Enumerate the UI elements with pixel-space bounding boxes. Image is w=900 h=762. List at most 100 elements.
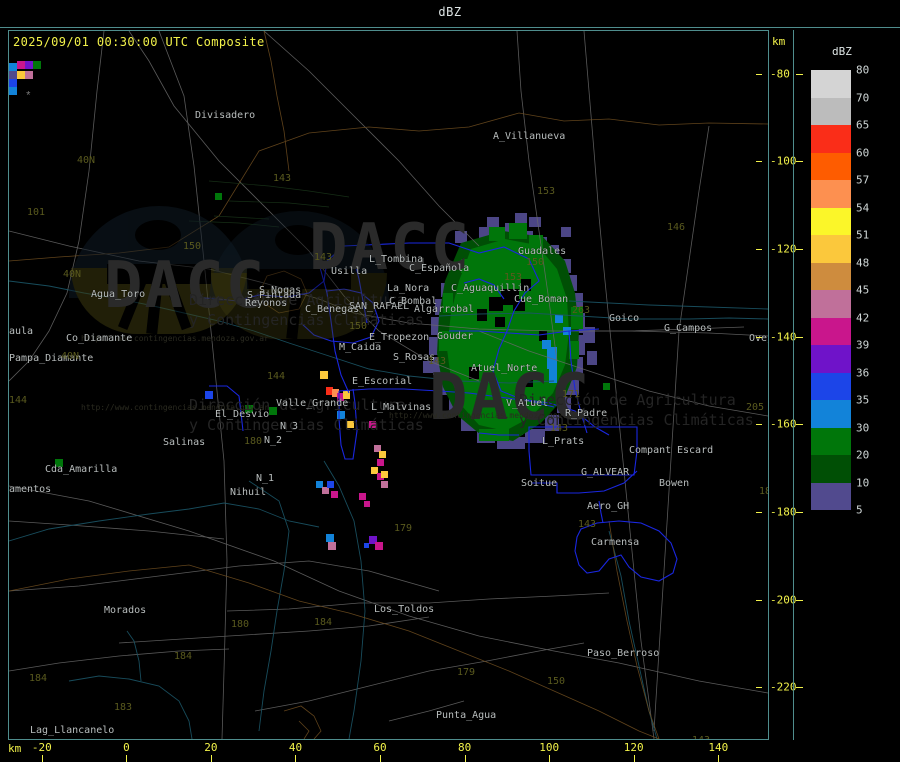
route-number: 143 (314, 252, 333, 263)
route-number: 143 (550, 423, 569, 434)
dacc-logo-watermark-2 (209, 211, 389, 341)
city-label: G_Campos (664, 323, 713, 334)
x-tick-mark (380, 755, 382, 762)
city-label: S_Rosas (393, 352, 436, 363)
x-tick-label: -20 (31, 741, 52, 754)
route-number: 40N (63, 269, 82, 280)
city-label: Aero_GH (587, 501, 630, 512)
dacc-logo-watermark (69, 206, 249, 336)
watermark-dacc-text-mid: DACC (309, 211, 472, 285)
y-tick-label: -220 (770, 680, 797, 694)
colorbar-level-label: 10 (856, 476, 870, 489)
city-label: Algarrobal (414, 304, 475, 315)
watermark-url-c: http://www.contingencias.mendoza.gov.ar (389, 411, 577, 420)
route-number: 18 (759, 486, 768, 497)
y-tick-label: -80 (770, 67, 790, 81)
colorbar-swatch[interactable] (811, 152, 851, 180)
city-label: Morados (104, 605, 147, 616)
city-label: N_2 (264, 435, 283, 446)
colorbar-swatch[interactable] (811, 372, 851, 400)
y-tick-mark-inner (756, 512, 762, 514)
radar-plot-frame[interactable]: * DACC DACC DACC (8, 30, 769, 740)
y-tick-mark-outer (796, 161, 803, 163)
city-label: Los_Toldos (374, 604, 435, 615)
y-tick-label: -160 (770, 417, 797, 431)
colorbar-swatch[interactable] (811, 262, 851, 290)
x-tick-mark (549, 755, 551, 762)
colorbar-swatch[interactable] (811, 70, 851, 98)
colorbar-swatch[interactable] (811, 290, 851, 318)
route-number: 153 (537, 186, 556, 197)
y-tick-label: -140 (770, 330, 797, 344)
city-label: S_Pintada (247, 290, 302, 301)
x-tick-label: 60 (373, 741, 387, 754)
city-label: Soitue (521, 478, 558, 489)
y-tick-mark-outer (796, 73, 803, 75)
city-label: C_Bombal (389, 296, 438, 307)
city-label: Pampa_Diamante (9, 353, 94, 364)
city-label: Gouder (437, 331, 474, 342)
city-label: Salinas (163, 437, 206, 448)
y-tick-label: -120 (770, 242, 797, 256)
watermark-url-b: http://www.contingencias.mendoza.gov.ar (81, 403, 269, 412)
map-canvas[interactable]: * DACC DACC DACC (9, 31, 768, 739)
x-tick-mark (633, 755, 635, 762)
colorbar-swatch[interactable] (811, 482, 851, 510)
route-number: 144 (267, 371, 286, 382)
y-tick-mark-outer (796, 512, 803, 514)
city-label: L_Prats (542, 436, 585, 447)
route-number: 153 (504, 272, 523, 283)
x-tick-label: 80 (457, 741, 472, 754)
colorbar-level-label: 54 (856, 201, 870, 214)
colorbar-swatch[interactable] (811, 345, 851, 373)
city-label: C_Española (409, 263, 470, 274)
city-label: Escard (677, 445, 714, 456)
city-label: Valle_Grande (276, 398, 349, 409)
route-number: 179 (457, 667, 476, 678)
city-label: Agua_Toro (91, 289, 146, 300)
city-label: Carmensa (591, 537, 640, 548)
route-number: 143 (578, 519, 597, 530)
colorbar-swatch[interactable] (811, 97, 851, 125)
x-tick-mark (41, 755, 43, 762)
route-number: 180 (244, 436, 263, 447)
city-label: La_Nora (387, 283, 430, 294)
city-label: G_ALVEAR (581, 467, 630, 478)
city-label: N_1 (256, 473, 275, 484)
x-tick-mark (464, 755, 466, 762)
svg-text:*: * (25, 91, 32, 103)
city-label: Cue_Boman (514, 294, 569, 305)
route-number: 144 (9, 395, 28, 406)
city-label: M_Caida (339, 342, 382, 353)
route-number: 40N (61, 351, 80, 362)
y-tick-mark-inner (756, 249, 762, 251)
colorbar-swatch[interactable] (811, 400, 851, 428)
x-tick-label: 100 (539, 741, 560, 754)
watermark-line2-b: y Contingencias Climáticas (189, 416, 424, 434)
colorbar-level-label: 30 (856, 421, 870, 434)
colorbar-swatch[interactable] (811, 427, 851, 455)
colorbar-level-label: 51 (856, 228, 870, 242)
colorbar-level-label: 65 (856, 118, 870, 132)
colorbar-swatch[interactable] (811, 455, 851, 483)
colorbar-swatch[interactable] (811, 125, 851, 153)
watermark-url-a: http://www.contingencias.mendoza.gov.ar (81, 334, 269, 343)
colorbar-swatch[interactable] (811, 180, 851, 208)
y-tick-label: -180 (770, 505, 797, 519)
route-number: 143 (428, 356, 447, 367)
y-tick-mark-outer (796, 249, 803, 251)
colorbar-scale[interactable] (811, 70, 851, 510)
x-tick-mark (126, 755, 128, 762)
colorbar-swatch[interactable] (811, 207, 851, 235)
city-label: Oveja (749, 333, 768, 344)
colorbar-panel: dBZ 80 70 65 60 57 54 51 48 45 42 39 36 35 30 20 10 5 (793, 30, 894, 740)
city-label: Divisadero (195, 110, 256, 121)
colorbar-swatch[interactable] (811, 235, 851, 263)
city-label: R_Padre (565, 408, 608, 419)
city-label: Compant (629, 445, 672, 456)
city-label: amentos (9, 484, 52, 495)
colorbar-swatch[interactable] (811, 317, 851, 345)
window-title: dBZ (438, 5, 462, 19)
y-tick-mark-inner (756, 161, 762, 163)
route-number: 183 (114, 702, 133, 713)
